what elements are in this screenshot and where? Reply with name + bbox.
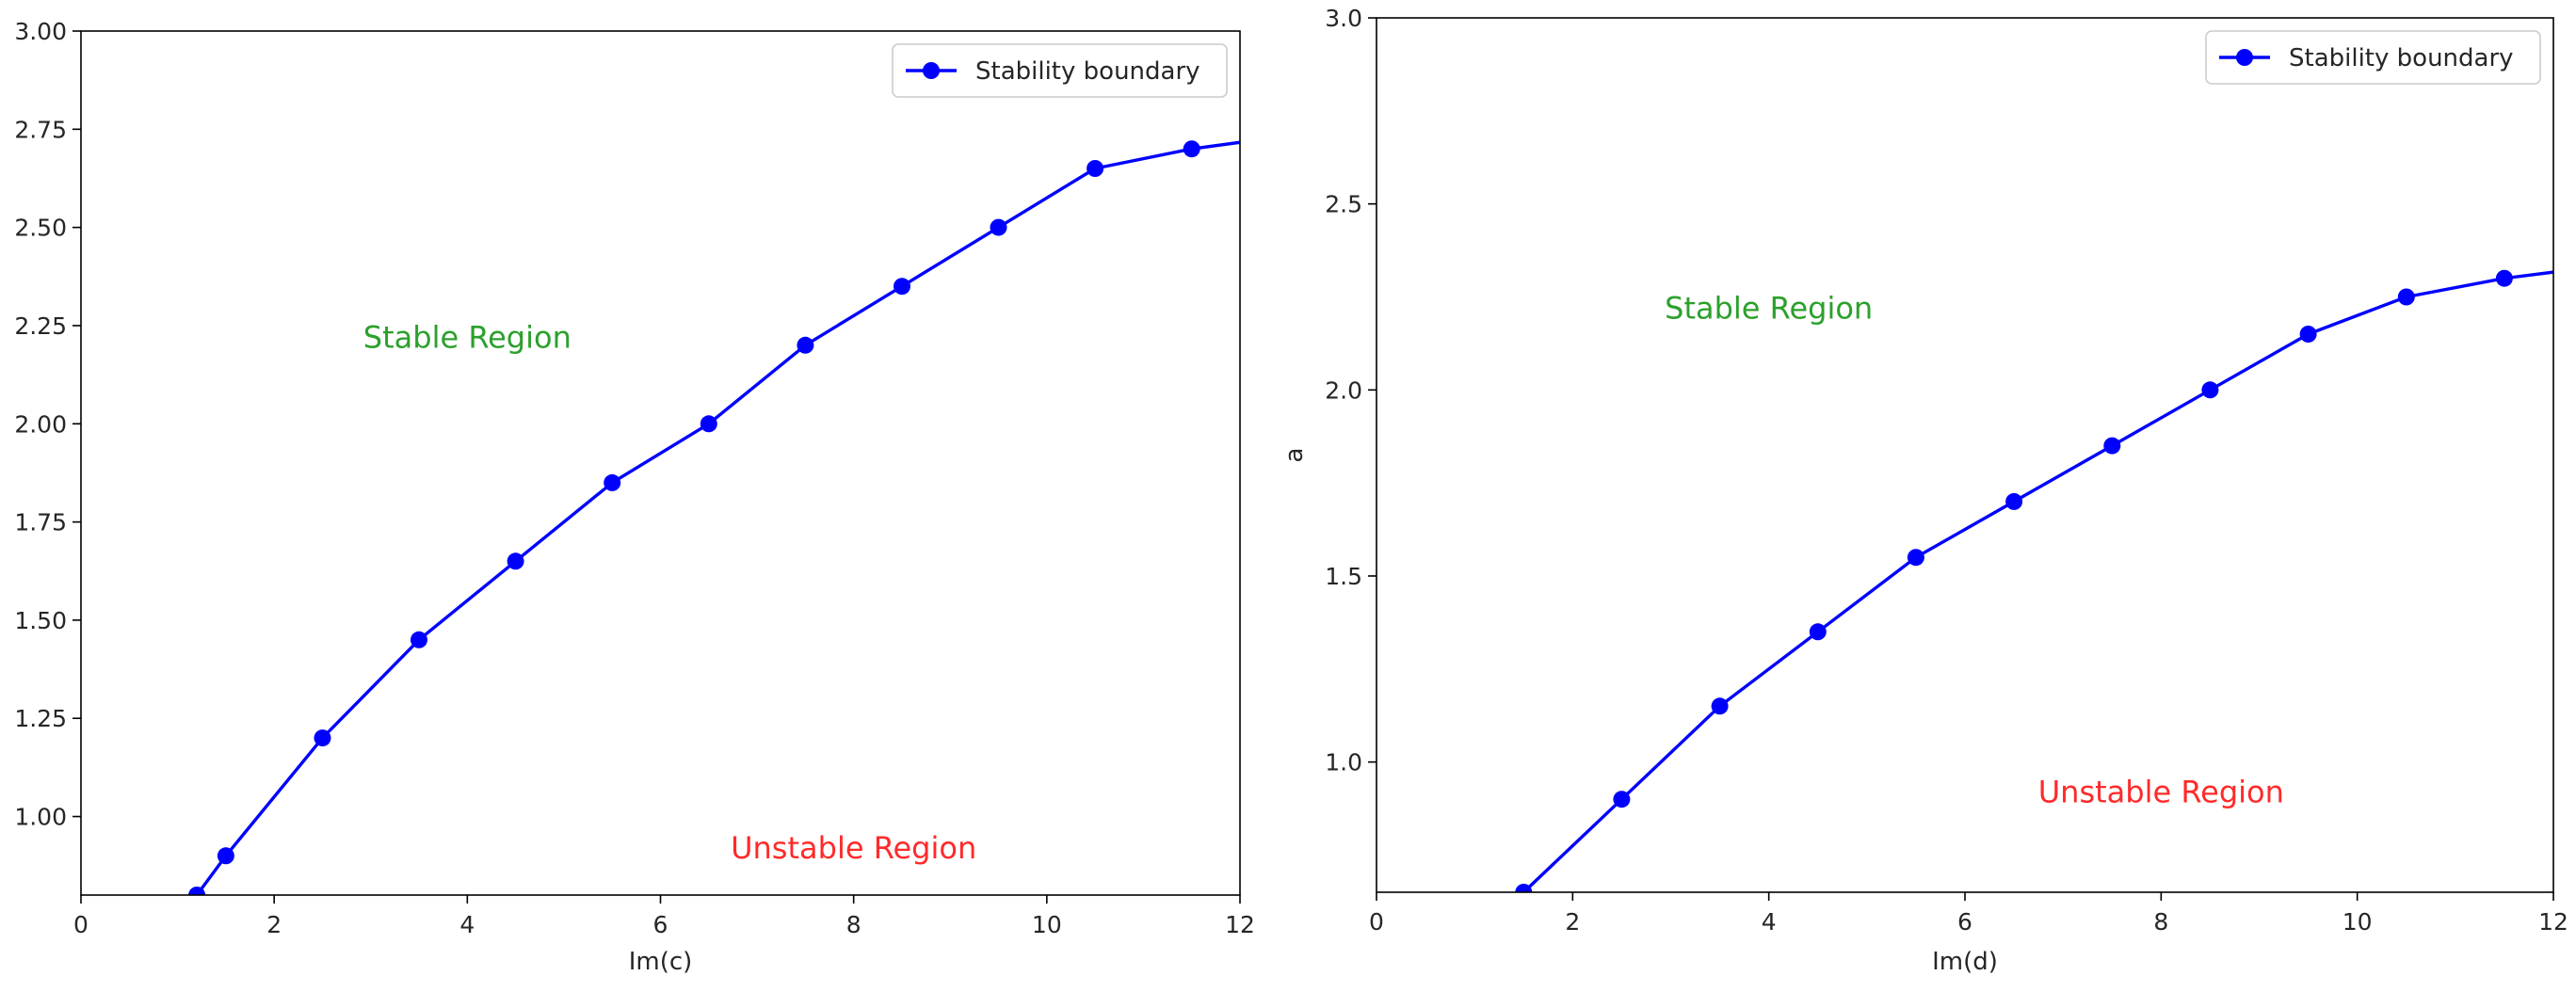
legend-box [2205,30,2541,85]
data-point [1183,140,1200,158]
stable-region-label: Stable Region [363,319,572,355]
y-tick-label: 2.5 [1325,191,1362,218]
y-tick-label: 1.5 [1325,563,1362,590]
data-point [1087,160,1104,177]
data-point [1613,791,1631,808]
y-tick-label: 2.00 [14,410,67,438]
y-tick-label: 1.25 [14,705,67,732]
x-tick-label: 12 [1225,911,1255,938]
data-point [700,415,717,433]
y-tick-label: 1.75 [14,509,67,536]
data-point [217,847,234,865]
series-line [1521,270,2553,892]
data-point [2495,269,2513,287]
data-point [1515,884,1533,892]
y-tick-label: 2.50 [14,215,67,242]
legend-label: Stability boundary [975,57,1200,86]
data-point [2103,437,2121,455]
legend-box [892,43,1228,98]
data-point [797,336,814,354]
data-point [2397,288,2415,306]
data-point [1907,549,1924,567]
chart-panel-1: 0 2 4 6 8 10 12 1.00 1.25 1.50 1.75 2.00 2.25 2.50 2.7… [14,18,1255,976]
series-line [194,140,1240,895]
data-point [411,631,427,648]
x-tick-label: 0 [73,911,89,938]
y-tick-label: 2.25 [14,312,67,340]
y-tick-label: 2.75 [14,116,67,143]
chart-panel-2: 0 2 4 6 8 10 12 1.0 1.5 2.0 2.5 3.0 Im(d) a Stable Reg… [1280,5,2568,976]
y-tick-label: 3.0 [1325,5,1362,32]
data-point [894,278,910,296]
data-point [188,887,206,895]
stable-region-label: Stable Region [1665,290,1873,326]
data-point [990,218,1007,236]
data-point [1809,623,1827,641]
x-axis-label: Im(c) [629,948,693,976]
data-point [2299,326,2317,343]
legend-marker [923,62,940,79]
data-point [604,473,621,491]
x-tick-label: 12 [2538,908,2568,936]
x-tick-label: 2 [1565,908,1580,936]
y-tick-label: 1.00 [14,804,67,831]
y-tick-label: 1.50 [14,607,67,634]
x-tick-label: 4 [459,911,475,938]
unstable-region-label: Unstable Region [731,830,976,866]
data-point [507,552,524,570]
data-point [2005,492,2023,510]
x-tick-label: 8 [2153,908,2168,936]
plot-frame [80,30,1241,896]
x-tick-label: 8 [846,911,861,938]
y-tick-label: 2.0 [1325,376,1362,404]
x-tick-label: 6 [653,911,668,938]
x-tick-label: 10 [2343,908,2373,936]
y-axis-label: a [1280,448,1309,463]
plot-frame [1376,17,2554,893]
data-point [2201,381,2219,399]
x-tick-label: 0 [1369,908,1384,936]
x-tick-label: 2 [266,911,282,938]
x-tick-label: 4 [1762,908,1777,936]
legend-marker [2236,49,2253,66]
x-tick-label: 10 [1032,911,1062,938]
y-tick-label: 3.00 [14,18,67,45]
unstable-region-label: Unstable Region [2038,774,2284,809]
x-axis-label: Im(d) [1932,948,1998,976]
x-tick-label: 6 [1957,908,1972,936]
data-point [314,729,331,747]
data-point [1711,697,1729,715]
legend-label: Stability boundary [2289,44,2514,72]
y-tick-label: 1.0 [1325,749,1362,776]
